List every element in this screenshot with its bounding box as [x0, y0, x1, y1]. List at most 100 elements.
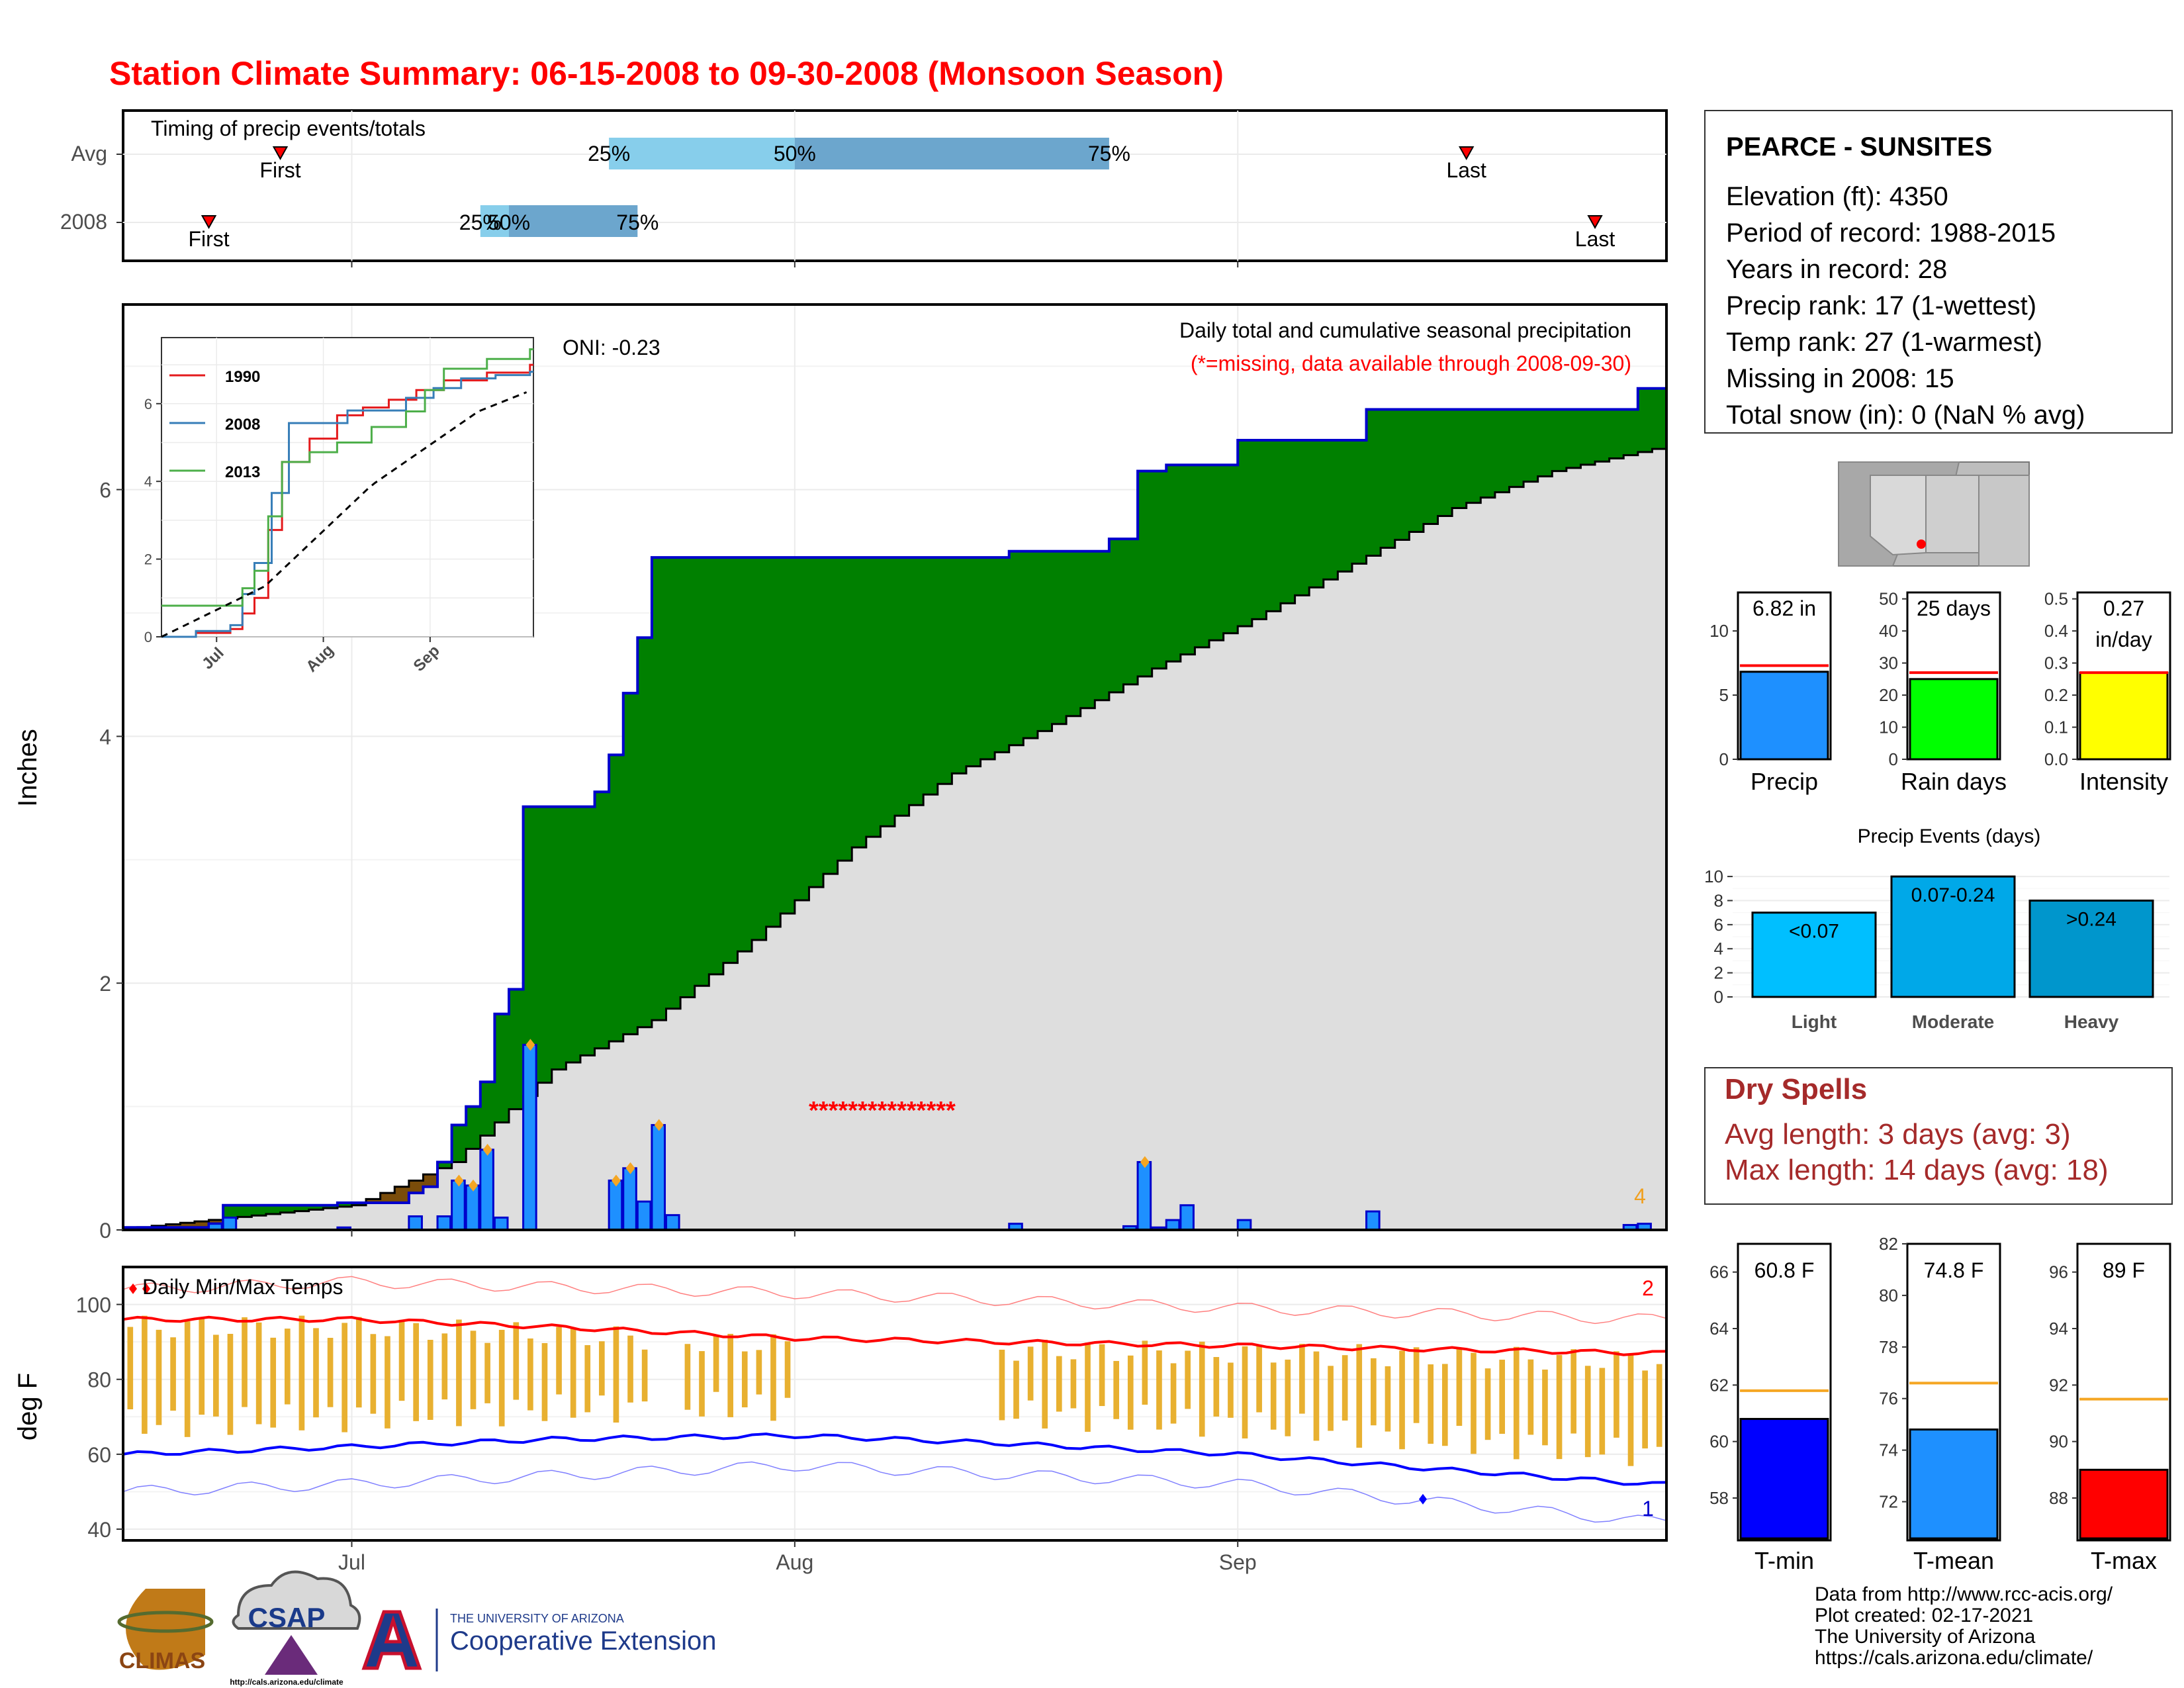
daily-temp-bar	[127, 1327, 134, 1409]
daily-temp-bar	[1642, 1370, 1648, 1449]
x-axis-tick-label: Sep	[1219, 1550, 1257, 1574]
station-info-line: Temp rank: 27 (1-warmest)	[1726, 328, 2042, 357]
daily-temp-bar	[441, 1333, 448, 1400]
credit-line: The University of Arizona	[1815, 1626, 2036, 1648]
summary-bar-name: Rain days	[1901, 768, 2007, 795]
daily-temp-bar	[242, 1317, 248, 1407]
daily-temp-bar	[513, 1322, 520, 1400]
precip-ylabel: Inches	[13, 729, 42, 807]
daily-temp-bar	[498, 1329, 505, 1427]
events-bar-label: >0.24	[2066, 908, 2116, 930]
daily-temp-bar	[1185, 1350, 1191, 1409]
events-category-label: Heavy	[2064, 1011, 2119, 1032]
timing-q50-label: 50%	[488, 211, 530, 234]
temp-summary-bar-T-min	[1739, 1418, 1829, 1540]
climas-logo-text: CLIMAS	[119, 1648, 205, 1673]
temp-y-tick-label: 40	[87, 1518, 111, 1542]
daily-temp-bar	[1113, 1360, 1120, 1419]
daily-temp-bar	[1242, 1346, 1248, 1439]
daily-temp-bar	[1570, 1349, 1576, 1434]
daily-precip-bar	[1365, 1210, 1381, 1231]
daily-temp-bar	[1127, 1355, 1134, 1430]
summary-bar-tick-label: 0.4	[2044, 621, 2068, 641]
daily-precip-record-marker	[525, 1039, 535, 1051]
inset-legend-label: 1990	[225, 368, 260, 386]
events-y-tick-label: 10	[1704, 867, 1723, 886]
daily-temp-bar	[1513, 1346, 1520, 1460]
daily-temp-bar	[1385, 1366, 1391, 1432]
summary-bar-name: Precip	[1751, 768, 1818, 795]
timing-first-label: First	[259, 158, 300, 182]
daily-temp-bar	[1527, 1359, 1534, 1435]
daily-temp-bar	[1656, 1364, 1662, 1447]
events-y-tick-label: 6	[1714, 915, 1723, 935]
daily-temp-bar	[398, 1319, 405, 1401]
temp-record-marker	[1419, 1493, 1427, 1505]
daily-temp-bar	[1299, 1344, 1305, 1414]
temp-summary-tick-label: 92	[2049, 1375, 2068, 1395]
inset-line-1990	[161, 363, 533, 638]
timing-panel-frame	[122, 109, 1668, 262]
summary-bar-tick-label: 10	[1879, 718, 1898, 737]
daily-temp-bar	[1313, 1351, 1320, 1441]
timing-last-label: Last	[1446, 158, 1486, 182]
temp-panel-bg	[123, 1267, 1666, 1540]
daily-temp-bar	[1256, 1345, 1262, 1413]
summary-bar-tick-label: 0	[1889, 749, 1898, 769]
temp-ylabel: deg F	[13, 1373, 42, 1440]
daily-temp-bar	[413, 1323, 419, 1421]
temp-summary-tick-label: 96	[2049, 1262, 2068, 1282]
dry-spells-avg: Avg length: 3 days (avg: 3)	[1725, 1118, 2071, 1150]
csap-mountain-icon	[265, 1635, 318, 1675]
csap-url: http://cals.arizona.edu/climate	[230, 1677, 343, 1687]
timing-first-marker	[272, 146, 289, 161]
temp-avg-max-line	[122, 1315, 1667, 1356]
daily-temp-bar	[641, 1349, 648, 1402]
temp-summary-name: T-mean	[1913, 1547, 1994, 1574]
precip-y-tick-label: 6	[99, 479, 111, 502]
inset-y-tick-label: 2	[144, 551, 152, 568]
temp-record-marker	[142, 1283, 150, 1294]
temp-summary-tick-label: 64	[1709, 1319, 1729, 1338]
timing-box-q50-q75	[509, 205, 638, 237]
summary-bar-name: Intensity	[2079, 768, 2168, 795]
precip-corner-count: 4	[1634, 1184, 1646, 1208]
timing-row-avg: Avg	[71, 142, 107, 165]
timing-box-q25-q50	[480, 205, 509, 237]
summary-bar-Intensity	[2079, 671, 2169, 761]
daily-temp-bar	[1213, 1356, 1220, 1417]
events-category-label: Moderate	[1912, 1011, 1994, 1032]
timing-q75-label: 75%	[1088, 142, 1130, 165]
dry-spells-box: Dry Spells Avg length: 3 days (avg: 3) M…	[1704, 1067, 2173, 1205]
precip-panel: 0 2 4 6 Inches Daily total and cumulative s…	[13, 303, 1668, 1243]
timing-panel: Timing of precip events/totals Avg 2008 …	[60, 109, 1668, 267]
daily-temp-bar	[1270, 1362, 1277, 1430]
daily-precip-record-marker	[611, 1174, 621, 1187]
station-info-line: Precip rank: 17 (1-wettest)	[1726, 291, 2036, 320]
summary-bar-tick-label: 0.1	[2044, 718, 2068, 737]
daily-temp-bar	[1085, 1342, 1091, 1432]
dry-spells-title: Dry Spells	[1725, 1073, 1867, 1105]
timing-label: Timing of precip events/totals	[151, 117, 426, 140]
summary-bar-tick-label: 10	[1709, 621, 1729, 641]
cumulative-avg-area	[123, 449, 1666, 1230]
daily-temp-bar	[1328, 1366, 1334, 1431]
inset-line-2008	[161, 371, 533, 638]
timing-last-marker	[1587, 215, 1603, 230]
daily-temp-bar	[1627, 1354, 1634, 1466]
temp-summary-tick-label: 74	[1879, 1440, 1898, 1460]
summary-bar-value-label: 25 days	[1917, 596, 1991, 620]
station-info-line: Years in record: 28	[1726, 255, 1947, 284]
summary-bar-tick-label: 0	[1719, 749, 1729, 769]
daily-temp-bar	[341, 1323, 348, 1432]
daily-temp-bar	[1556, 1354, 1563, 1460]
temp-record-max-line	[122, 1276, 1667, 1325]
inset-frame	[161, 337, 534, 637]
station-info-line: Total snow (in): 0 (NaN % avg)	[1726, 400, 2085, 430]
temp-record-min-line	[122, 1461, 1667, 1523]
temp-summary-tick-label: 80	[1879, 1286, 1898, 1305]
daily-temp-bar	[1142, 1340, 1148, 1405]
temp-avg-min-line	[122, 1432, 1667, 1486]
station-info-frame	[1704, 110, 2173, 434]
